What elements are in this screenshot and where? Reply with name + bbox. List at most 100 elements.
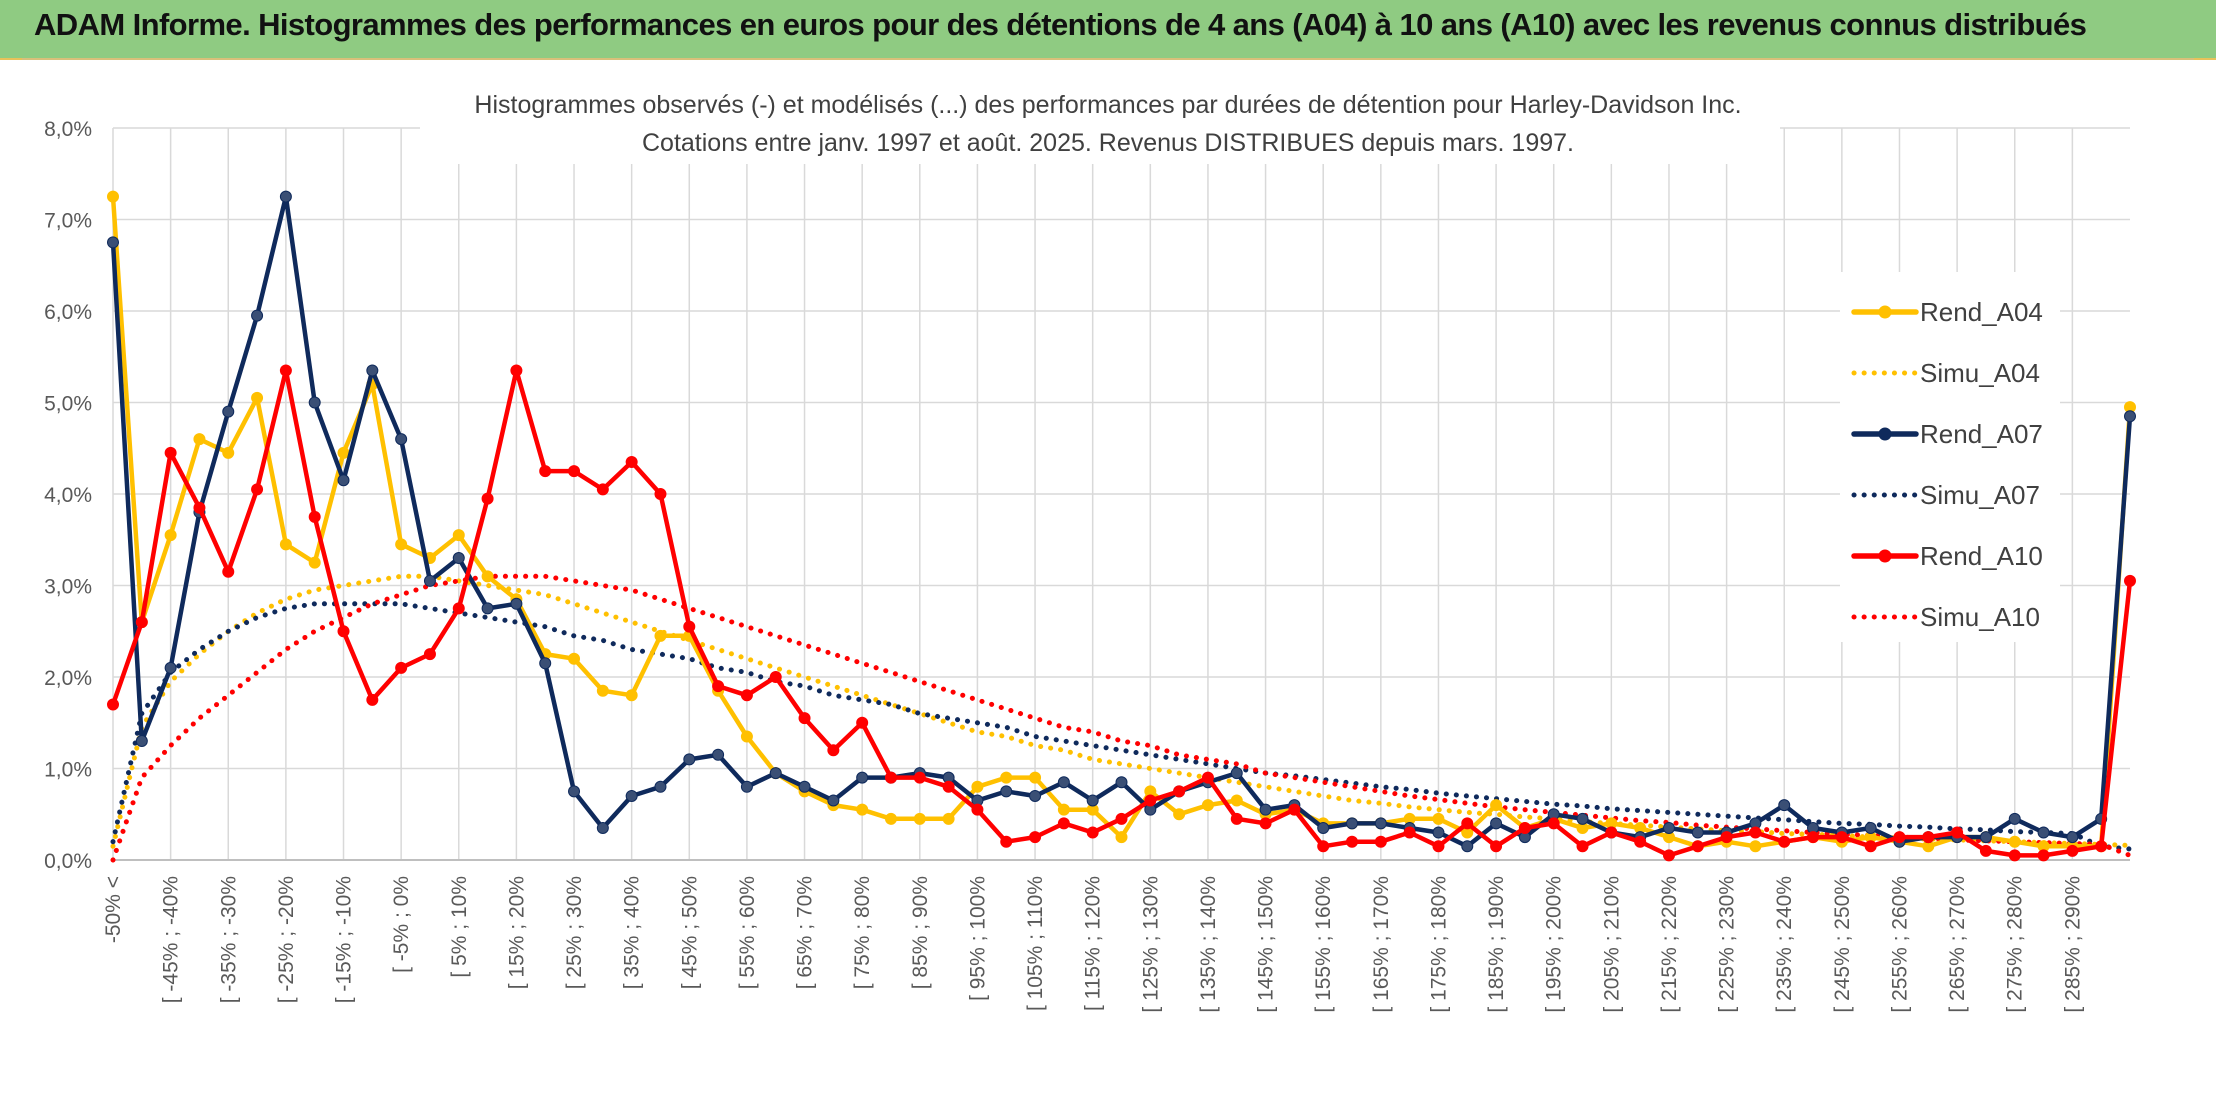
data-point [942, 812, 955, 825]
data-point [1288, 803, 1301, 816]
data-point [683, 753, 696, 766]
chart-series [107, 190, 2136, 863]
data-point [1029, 771, 1042, 784]
data-point [1605, 826, 1618, 839]
data-point [222, 446, 235, 459]
data-point [654, 629, 667, 642]
data-point [1778, 835, 1791, 848]
legend-item-rend-a10[interactable]: Rend_A10 [1851, 541, 2043, 571]
data-point [222, 565, 235, 578]
data-point [1461, 817, 1474, 830]
data-point [942, 780, 955, 793]
y-tick-label: 5,0% [44, 393, 92, 416]
data-point [193, 433, 206, 446]
data-point [1490, 840, 1503, 853]
data-point [481, 492, 494, 505]
data-point [2124, 574, 2136, 587]
data-point [539, 465, 552, 478]
data-point [769, 767, 782, 780]
data-point [251, 309, 264, 322]
data-point [279, 538, 292, 551]
data-point [423, 574, 436, 587]
legend-marker [1878, 427, 1892, 441]
y-tick-label: 3,0% [44, 576, 92, 599]
x-tick-label: [ 165% ; 170% [1370, 876, 1393, 1013]
data-point [1201, 799, 1214, 812]
data-point [1864, 840, 1877, 853]
data-point [1057, 776, 1070, 789]
data-point [1490, 817, 1503, 830]
data-point [1922, 831, 1935, 844]
legend-item-simu-a04[interactable]: Simu_A04 [1851, 358, 2040, 388]
data-point [1547, 817, 1560, 830]
x-tick-label: [ -15% ; -10% [333, 876, 356, 1003]
data-point [1576, 812, 1589, 825]
data-point [2066, 831, 2079, 844]
legend-item-simu-a10[interactable]: Simu_A10 [1851, 602, 2040, 632]
data-point [2095, 840, 2108, 853]
data-point [769, 671, 782, 683]
data-point [1173, 808, 1186, 821]
banner-title: ADAM Informe. Histogrammes des performan… [34, 7, 2087, 42]
data-point [740, 730, 753, 743]
data-point [1518, 821, 1531, 834]
series-simu-a04 [110, 573, 2133, 849]
x-tick-label: [ 125% ; 130% [1139, 876, 1162, 1013]
x-tick-label: [ 5% ; 10% [448, 876, 471, 978]
data-point [1835, 831, 1848, 844]
performance-histogram-chart: 0,0% 1,0% 2,0% 3,0% 4,0% 5,0% 6,0% 7,0% 8,0% -50… [0, 60, 2216, 1102]
y-tick-label: 8,0% [44, 118, 92, 141]
data-point [596, 483, 609, 496]
data-point [2037, 826, 2050, 839]
data-point [2008, 849, 2021, 862]
data-point [2124, 410, 2136, 423]
y-tick-label: 1,0% [44, 759, 92, 782]
x-tick-label: [ 115% ; 120% [1082, 876, 1105, 1011]
data-point [1432, 840, 1445, 853]
x-tick-label: [ 65% ; 70% [794, 876, 817, 989]
data-point [740, 780, 753, 793]
data-point [395, 661, 408, 674]
data-point [1173, 785, 1186, 798]
y-axis: 0,0% 1,0% 2,0% 3,0% 4,0% 5,0% 6,0% 7,0% 8,0% [44, 118, 92, 873]
data-point [1691, 826, 1704, 839]
data-point [913, 771, 926, 784]
data-point [1029, 831, 1042, 844]
data-point [856, 803, 869, 816]
data-point [1057, 817, 1070, 830]
y-tick-label: 6,0% [44, 301, 92, 324]
title-banner: ADAM Informe. Histogrammes des performan… [0, 0, 2216, 60]
legend-item-rend-a07[interactable]: Rend_A07 [1851, 419, 2043, 449]
data-point [827, 744, 840, 757]
data-point [1115, 831, 1128, 844]
legend-item-simu-a07[interactable]: Simu_A07 [1851, 480, 2040, 510]
chart-legend[interactable]: Rend_A04 Simu_A04 Rend_A07 Simu_A07 Rend_A10… [1840, 272, 2060, 642]
x-tick-label: [ 175% ; 180% [1427, 876, 1450, 1013]
x-tick-label: [ 35% ; 40% [621, 876, 644, 989]
data-point [1951, 826, 1964, 839]
x-tick-label: [ -25% ; -20% [275, 876, 298, 1003]
data-point [856, 716, 869, 729]
data-point [827, 794, 840, 807]
data-point [1346, 835, 1359, 848]
legend-item-rend-a04[interactable]: Rend_A04 [1851, 297, 2043, 327]
x-tick-label: [ 85% ; 90% [909, 876, 932, 989]
data-point [913, 812, 926, 825]
data-point [1230, 812, 1243, 825]
data-point [1115, 812, 1128, 825]
data-point [1317, 840, 1330, 853]
data-point [279, 190, 292, 203]
data-point [625, 689, 638, 702]
data-point [222, 405, 235, 418]
data-point [1086, 826, 1099, 839]
data-point [337, 474, 350, 487]
data-point [1979, 831, 1992, 844]
series-line [110, 573, 2133, 849]
data-point [1086, 794, 1099, 807]
x-tick-label: -50% < [102, 876, 125, 943]
data-point [1317, 821, 1330, 834]
data-point [683, 620, 696, 633]
x-tick-label: [ 195% ; 200% [1543, 876, 1566, 1013]
data-point [2037, 849, 2050, 862]
legend-marker [1878, 305, 1892, 319]
